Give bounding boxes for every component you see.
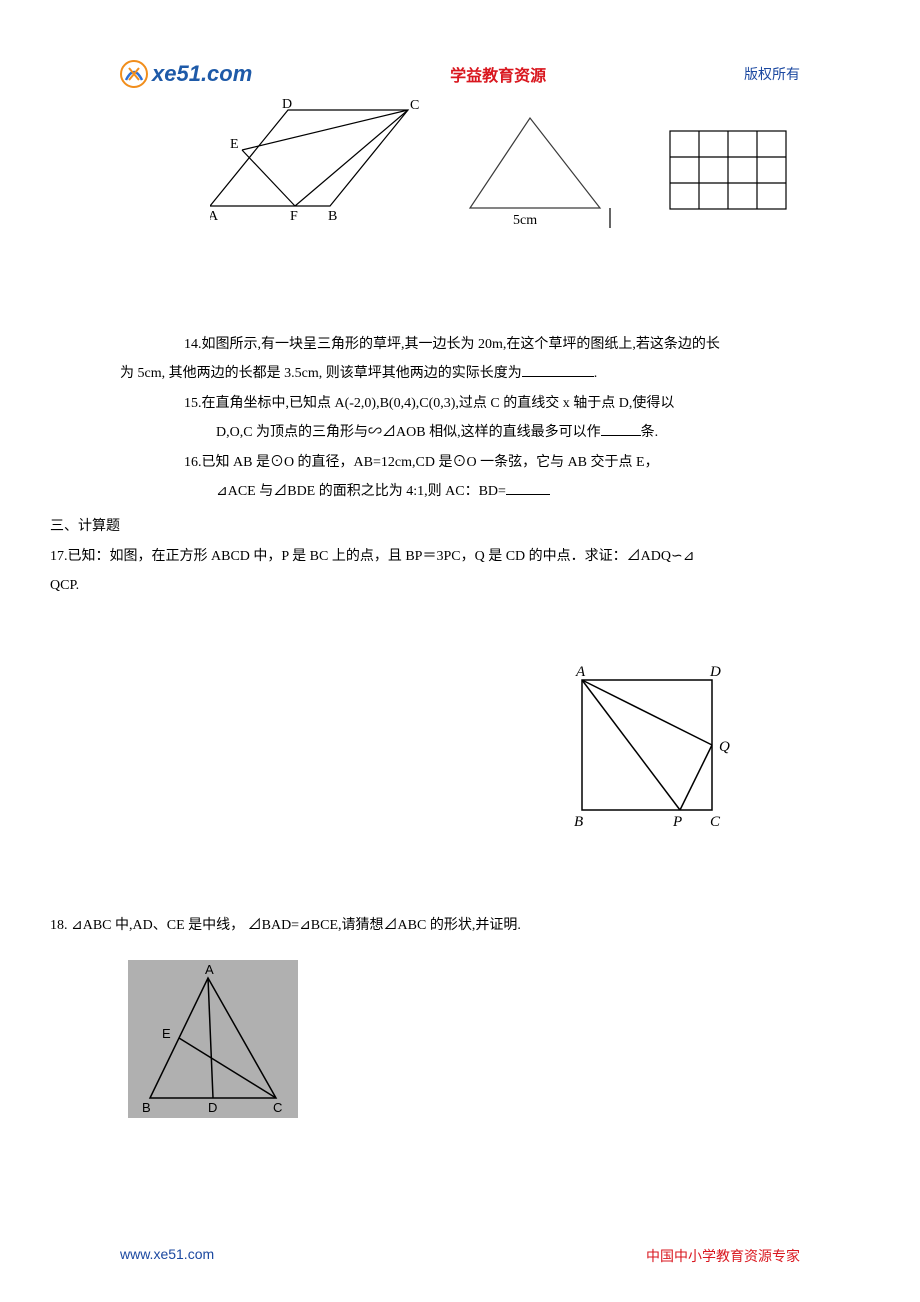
q15-blank [601, 422, 641, 436]
logo-icon [120, 60, 148, 88]
label-E: E [230, 137, 239, 152]
q17-B: B [574, 814, 583, 830]
page-header: xe51.com 学益教育资源 版权所有 [120, 60, 800, 88]
header-title: 学益教育资源 [450, 62, 546, 86]
triangle-base-label: 5cm [513, 213, 537, 228]
grid-figure [670, 131, 786, 209]
q17-line2: QCP. [50, 571, 800, 600]
q18-line: 18. ⊿ABC 中,AD、CE 是中线， ⊿BAD=⊿BCE,请猜想⊿ABC … [50, 911, 800, 940]
header-copyright: 版权所有 [744, 64, 800, 84]
section-3-title: 三、计算题 [50, 512, 800, 541]
q15-line2: D,O,C 为顶点的三角形与∽⊿AOB 相似,这样的直线最多可以作条. [120, 418, 800, 447]
parallelogram-figure [210, 110, 408, 206]
q18-figure: A B C D E [128, 960, 298, 1123]
label-B: B [328, 209, 337, 224]
q16-blank [506, 481, 550, 495]
q18-A: A [205, 962, 214, 977]
q17-Q: Q [719, 739, 730, 755]
q18-E: E [162, 1026, 171, 1041]
q14-blank [522, 363, 594, 377]
q18-C: C [273, 1100, 282, 1115]
content-body: 14.如图所示,有一块呈三角形的草坪,其一边长为 20m,在这个草坪的图纸上,若… [120, 330, 800, 940]
q15-line1: 15.在直角坐标中,已知点 A(-2,0),B(0,4),C(0,3),过点 C… [120, 389, 800, 418]
footer-tagline: 中国中小学教育资源专家 [646, 1246, 800, 1266]
q17-figure: A D B C P Q [560, 662, 740, 842]
footer-url: www.xe51.com [120, 1246, 214, 1266]
q17-C: C [710, 814, 721, 830]
q14-line1: 14.如图所示,有一块呈三角形的草坪,其一边长为 20m,在这个草坪的图纸上,若… [120, 330, 800, 359]
page-footer: www.xe51.com 中国中小学教育资源专家 [120, 1246, 800, 1266]
logo: xe51.com [120, 60, 252, 88]
top-figures: A B C D E F 5cm [210, 98, 800, 228]
q14-line2: 为 5cm, 其他两边的长都是 3.5cm, 则该草坪其他两边的实际长度为. [120, 359, 800, 388]
q17-line1: 17.已知：如图，在正方形 ABCD 中，P 是 BC 上的点，且 BP＝3PC… [50, 542, 800, 571]
q17-A: A [575, 664, 586, 680]
q16-line2: ⊿ACE 与⊿BDE 的面积之比为 4:1,则 AC：BD= [120, 477, 800, 506]
q18-B: B [142, 1100, 151, 1115]
logo-text: xe51.com [152, 61, 252, 87]
q17-P: P [672, 814, 682, 830]
label-D: D [282, 98, 292, 112]
triangle-figure [470, 118, 600, 208]
label-A: A [210, 209, 219, 224]
label-C: C [410, 98, 419, 113]
label-F: F [290, 209, 298, 224]
top-figures-svg: A B C D E F 5cm [210, 98, 800, 228]
q17-D: D [709, 664, 721, 680]
q18-D: D [208, 1100, 217, 1115]
q16-line1: 16.已知 AB 是⊙O 的直径，AB=12cm,CD 是⊙O 一条弦，它与 A… [120, 448, 800, 477]
